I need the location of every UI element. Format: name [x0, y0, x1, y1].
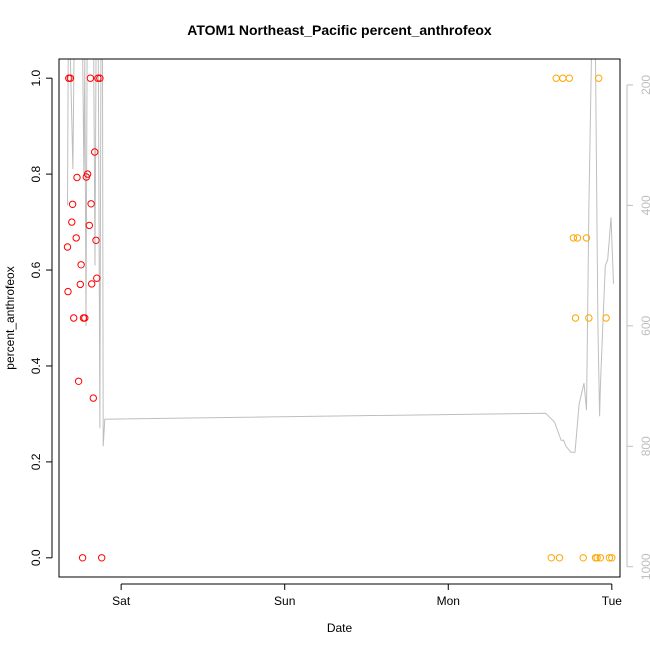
data-point [569, 234, 578, 242]
data-point [93, 274, 101, 282]
y2-tick-label: 800 [639, 436, 650, 456]
data-point [608, 554, 616, 562]
y2-tick-label: 1000 [639, 553, 650, 580]
data-point [76, 280, 85, 289]
data-point [595, 74, 603, 82]
data-point [547, 554, 555, 562]
data-point [70, 314, 78, 322]
x-tick-label: Sun [274, 594, 295, 608]
data-point [68, 200, 77, 209]
data-point [63, 243, 72, 251]
data-point [77, 261, 85, 269]
points-layer [63, 74, 616, 562]
y2-tick-label: 400 [639, 195, 650, 215]
x-axis: Sat Sun Mon Tue [112, 583, 623, 608]
data-point [66, 74, 75, 82]
data-point [98, 554, 106, 562]
data-point [602, 314, 610, 322]
data-point [85, 221, 94, 230]
y-tick-label: 0.4 [29, 357, 43, 374]
data-point [91, 148, 99, 156]
data-point [579, 554, 587, 562]
series-2 [547, 74, 616, 562]
x-tick-label: Mon [437, 594, 460, 608]
y-tick-label: 0.8 [29, 165, 43, 182]
x-tick-label: Tue [602, 594, 623, 608]
data-point [96, 74, 104, 82]
data-point [88, 280, 96, 288]
data-point [81, 314, 89, 322]
data-point [605, 554, 614, 562]
data-point [573, 234, 582, 242]
data-point [89, 394, 98, 402]
x-axis-label: Date [327, 621, 353, 635]
data-point [72, 234, 80, 242]
data-point [64, 287, 72, 296]
data-point [593, 554, 601, 562]
data-point [92, 236, 100, 245]
data-point [74, 377, 83, 385]
y-tick-label: 0.2 [29, 453, 43, 470]
data-point [73, 173, 81, 182]
data-point [571, 314, 580, 322]
data-point [83, 170, 92, 178]
data-point [86, 74, 95, 82]
y2-tick-label: 600 [639, 315, 650, 335]
y-tick-label: 1.0 [29, 70, 43, 87]
y-tick-label: 0.6 [29, 261, 43, 278]
data-point [68, 218, 76, 226]
data-point [94, 74, 102, 82]
plot-frame [58, 58, 621, 578]
series-1 [63, 74, 106, 562]
y2-tick-label: 200 [639, 75, 650, 95]
y-axis-label: percent_anthrofeox [3, 266, 17, 369]
y-tick-label: 0.0 [29, 549, 43, 566]
data-point [596, 554, 605, 562]
y-axis: 0.0 0.2 0.4 0.6 0.8 1.0 [29, 70, 53, 566]
data-point [565, 74, 573, 82]
data-point [585, 314, 593, 322]
data-point [87, 200, 95, 208]
data-point [582, 234, 591, 242]
x-tick-label: Sat [112, 594, 131, 608]
chart-title: ATOM1 Northeast_Pacific percent_anthrofe… [187, 22, 492, 38]
y2-axis: 200 400 600 800 1000 [626, 75, 650, 580]
data-point [78, 554, 87, 562]
data-point [555, 554, 564, 562]
